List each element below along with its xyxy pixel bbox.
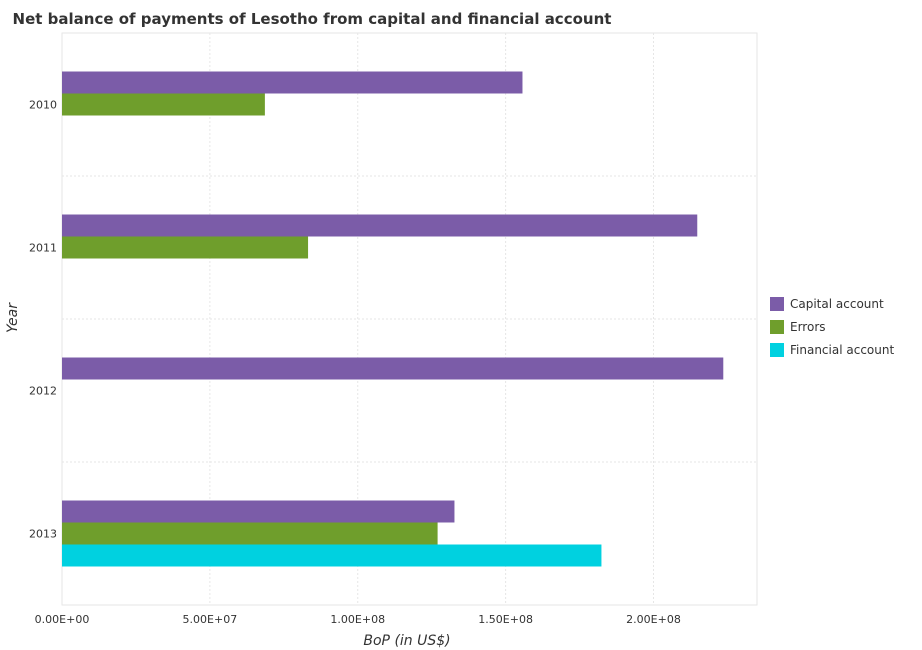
x-tick-labels: 0.00E+00 5.00E+07 1.00E+08 1.50E+08 2.00E+08	[35, 613, 681, 626]
x-tick-label: 1.50E+08	[478, 613, 533, 626]
bar-errors-2011	[62, 236, 309, 259]
bars	[62, 71, 724, 567]
chart-title: Net balance of payments of Lesotho from …	[13, 10, 612, 28]
x-tick-label: 1.00E+08	[330, 613, 385, 626]
bar-financial-account-2013	[62, 544, 602, 567]
x-tick-label: 0.00E+00	[35, 613, 90, 626]
legend-label: Capital account	[790, 297, 884, 311]
y-tick-label: 2012	[29, 385, 57, 398]
x-tick-label: 2.00E+08	[626, 613, 681, 626]
legend-swatch	[770, 320, 784, 334]
y-axis-label: Year	[5, 302, 21, 333]
legend-swatch	[770, 343, 784, 357]
y-tick-label: 2013	[29, 528, 57, 541]
bar-capital-account-2010	[62, 71, 523, 94]
y-tick-label: 2010	[29, 99, 57, 112]
x-tick-label: 5.00E+07	[183, 613, 238, 626]
bar-errors-2013	[62, 522, 438, 545]
x-axis-label: BoP (in US$)	[363, 633, 450, 649]
bar-capital-account-2011	[62, 214, 698, 237]
bar-errors-2010	[62, 93, 265, 116]
legend: Capital account Errors Financial account	[770, 297, 894, 357]
y-tick-label: 2011	[29, 242, 57, 255]
y-tick-labels: 2010 2011 2012 2013	[29, 99, 57, 541]
legend-swatch	[770, 297, 784, 311]
bar-capital-account-2013	[62, 500, 455, 523]
legend-label: Errors	[790, 320, 826, 334]
bar-capital-account-2012	[62, 357, 724, 380]
legend-label: Financial account	[790, 343, 894, 357]
